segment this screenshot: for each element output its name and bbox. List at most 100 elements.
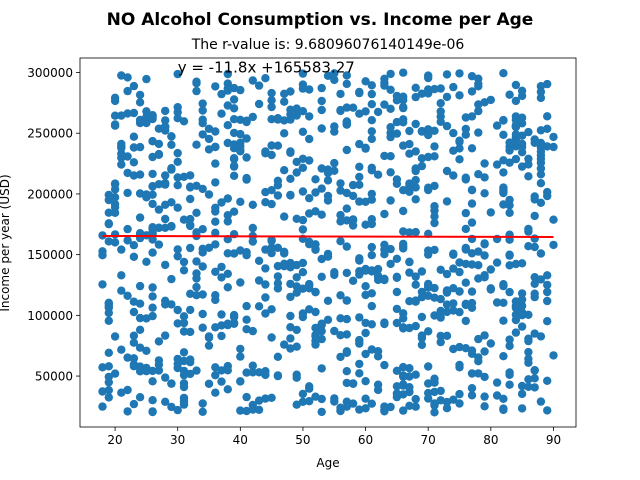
scatter-point xyxy=(286,344,295,353)
scatter-point xyxy=(367,301,376,311)
scatter-point xyxy=(267,199,276,209)
scatter-point xyxy=(330,326,339,336)
scatter-point xyxy=(317,272,326,281)
scatter-point xyxy=(430,181,439,191)
scatter-point xyxy=(505,90,514,99)
scatter-point xyxy=(192,366,201,375)
scatter-point xyxy=(311,207,320,216)
scatter-point xyxy=(305,209,314,218)
scatter-point xyxy=(486,265,495,274)
scatter-point xyxy=(530,195,539,204)
scatter-point xyxy=(424,281,433,290)
scatter-point xyxy=(211,240,220,249)
scatter-point xyxy=(123,407,132,416)
regression-equation: y = -11.8x +165583.27 xyxy=(178,59,355,77)
scatter-point xyxy=(549,132,558,142)
scatter-point xyxy=(204,243,214,252)
scatter-point xyxy=(355,109,364,118)
scatter-point xyxy=(524,310,533,319)
scatter-point xyxy=(361,266,370,275)
scatter-point xyxy=(499,183,508,192)
scatter-point xyxy=(192,140,201,149)
scatter-point xyxy=(254,396,264,405)
scatter-point xyxy=(123,353,132,362)
scatter-point xyxy=(161,373,170,382)
scatter-point xyxy=(280,212,289,221)
scatter-point xyxy=(223,269,232,278)
scatter-point xyxy=(467,144,477,153)
scatter-point xyxy=(399,314,408,323)
scatter-point xyxy=(505,261,514,270)
scatter-point xyxy=(399,68,408,77)
scatter-point xyxy=(179,348,189,357)
scatter-point xyxy=(449,284,458,293)
scatter-point xyxy=(179,356,189,366)
scatter-point xyxy=(110,120,120,129)
scatter-point xyxy=(386,104,395,114)
scatter-point xyxy=(330,394,339,403)
scatter-point xyxy=(135,213,145,222)
scatter-point xyxy=(198,407,207,416)
scatter-point xyxy=(98,231,107,240)
scatter-point xyxy=(342,118,351,127)
scatter-point xyxy=(405,126,414,136)
scatter-point xyxy=(273,114,283,123)
scatter-point xyxy=(148,137,157,146)
scatter-point xyxy=(248,368,257,377)
scatter-point xyxy=(98,387,107,396)
scatter-point xyxy=(411,370,420,379)
scatter-point xyxy=(386,259,395,269)
scatter-point xyxy=(117,160,126,169)
scatter-point xyxy=(411,183,420,192)
x-tick-label: 90 xyxy=(546,433,561,447)
scatter-point xyxy=(286,323,295,332)
scatter-point xyxy=(98,280,107,289)
scatter-point xyxy=(474,82,483,91)
scatter-point xyxy=(430,202,439,211)
scatter-point xyxy=(148,407,157,417)
scatter-point xyxy=(211,267,220,276)
scatter-point xyxy=(248,76,257,85)
scatter-point xyxy=(543,296,552,306)
scatter-point xyxy=(179,172,189,181)
scatter-point xyxy=(549,240,558,250)
scatter-point xyxy=(355,270,364,279)
scatter-point xyxy=(424,185,433,195)
scatter-point xyxy=(467,218,477,227)
scatter-point xyxy=(330,268,339,277)
scatter-point xyxy=(148,224,157,234)
scatter-point xyxy=(355,197,364,206)
scatter-point xyxy=(273,371,283,381)
chart-subtitle: The r-value is: 9.68096076140149e-06 xyxy=(191,37,465,53)
scatter-point xyxy=(204,379,214,388)
scatter-point xyxy=(242,368,251,377)
scatter-point xyxy=(336,105,345,115)
scatter-point xyxy=(336,291,345,300)
scatter-point xyxy=(342,216,351,225)
scatter-point xyxy=(280,116,289,125)
scatter-point xyxy=(236,278,245,287)
scatter-point xyxy=(436,337,445,347)
scatter-point xyxy=(355,180,364,189)
scatter-point xyxy=(392,366,402,375)
scatter-point xyxy=(505,138,514,147)
scatter-point xyxy=(154,124,164,133)
scatter-point xyxy=(505,251,514,260)
scatter-point xyxy=(286,105,295,114)
scatter-point xyxy=(242,134,251,143)
scatter-point xyxy=(455,287,464,296)
scatter-point xyxy=(480,273,489,282)
scatter-point xyxy=(161,116,170,125)
scatter-point xyxy=(442,331,452,340)
scatter-point xyxy=(292,282,301,291)
scatter-point xyxy=(142,190,151,199)
scatter-point xyxy=(161,106,170,116)
scatter-point xyxy=(104,237,114,246)
scatter-point xyxy=(424,379,433,388)
scatter-point xyxy=(298,225,308,234)
scatter-point xyxy=(467,199,477,208)
scatter-point xyxy=(530,138,539,147)
scatter-point xyxy=(154,223,164,232)
scatter-point xyxy=(480,372,489,382)
scatter-point xyxy=(417,267,427,276)
